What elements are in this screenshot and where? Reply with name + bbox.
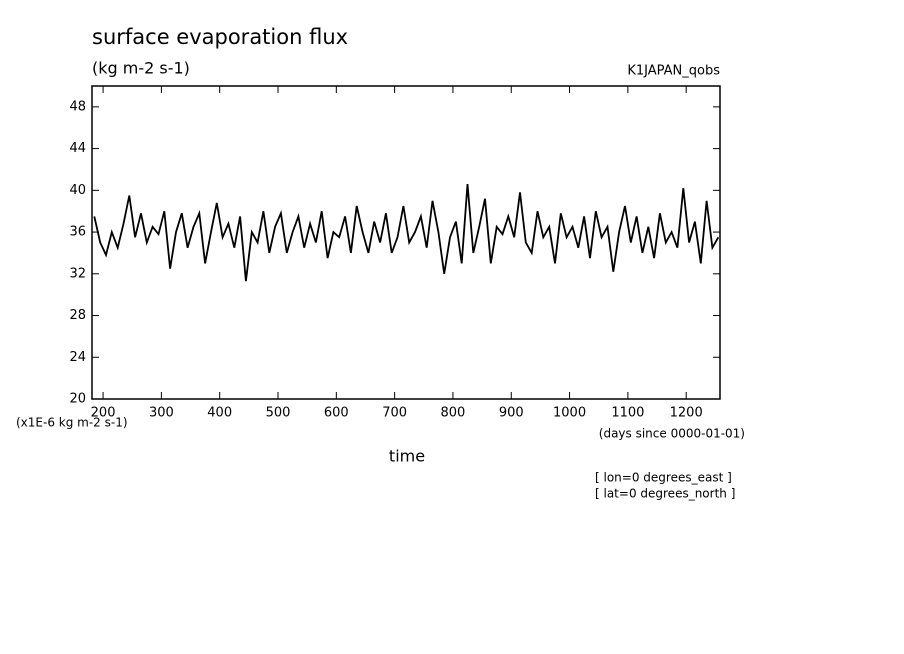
x-tick-label: 600 <box>324 406 349 421</box>
dataset-label: K1JAPAN_qobs <box>627 64 720 79</box>
y-tick-label: 40 <box>69 183 86 198</box>
annotation: [ lon=0 degrees_east ] <box>595 471 732 485</box>
x-tick-label: 700 <box>382 406 407 421</box>
x-tick-label: 500 <box>266 406 291 421</box>
y-tick-label: 28 <box>69 308 86 323</box>
y-tick-label: 24 <box>69 350 86 365</box>
y-tick-label: 44 <box>69 141 86 156</box>
data-line <box>93 184 720 282</box>
y-tick-label: 36 <box>69 225 86 240</box>
x-axis-label: time <box>389 447 425 466</box>
y-tick-label: 32 <box>69 266 86 281</box>
x-tick-label: 1100 <box>611 406 644 421</box>
x-tick-label: 300 <box>149 406 174 421</box>
x-tick-label: 900 <box>499 406 524 421</box>
plot-frame <box>91 85 721 400</box>
annotation: [ lat=0 degrees_north ] <box>595 487 735 501</box>
x-tick-label: 800 <box>441 406 466 421</box>
x-tick-label: 200 <box>91 406 116 421</box>
x-tick-label: 1200 <box>670 406 703 421</box>
chart-title: surface evaporation flux <box>92 25 348 49</box>
chart-subtitle: (kg m-2 s-1) <box>92 59 190 78</box>
y-tick-label: 20 <box>69 392 86 407</box>
x-unit-label: (days since 0000-01-01) <box>599 427 745 441</box>
x-tick-label: 400 <box>207 406 232 421</box>
y-unit-label: (x1E-6 kg m-2 s-1) <box>16 416 128 430</box>
y-tick-label: 48 <box>69 99 86 114</box>
x-tick-label: 1000 <box>553 406 586 421</box>
